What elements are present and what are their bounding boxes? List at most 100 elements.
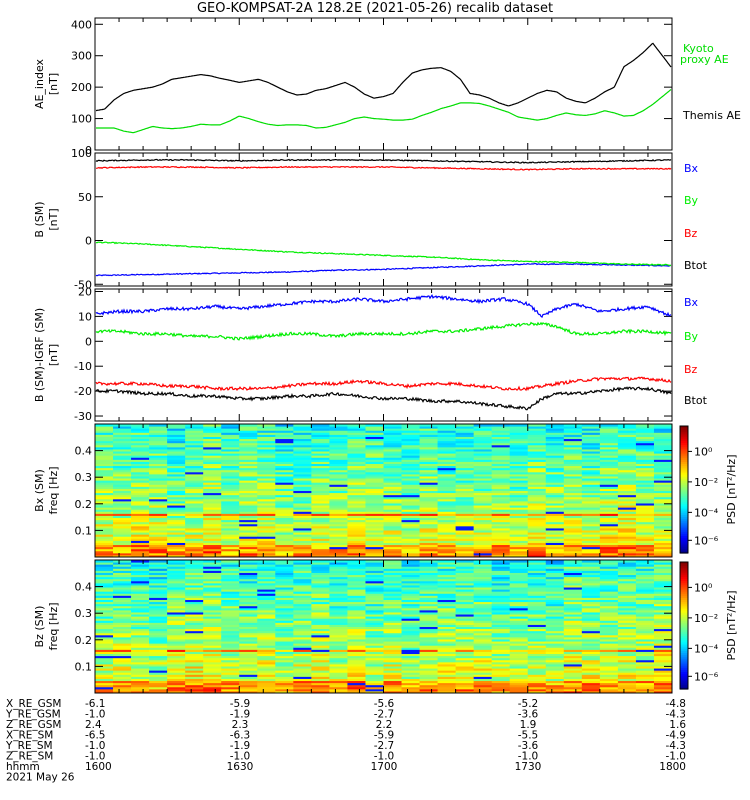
specx-cell xyxy=(275,451,294,454)
specz-cell xyxy=(491,593,511,596)
specx-cell xyxy=(653,488,673,491)
specz-cell xyxy=(95,576,114,580)
specz-cell xyxy=(95,584,114,588)
specx-cell xyxy=(383,538,403,541)
specx-cell xyxy=(545,554,565,558)
specx-cell xyxy=(599,469,619,473)
specz-cell xyxy=(545,659,565,663)
specz-cell xyxy=(113,670,132,673)
specx-cell xyxy=(203,554,222,558)
specx-cell xyxy=(293,428,312,431)
specx-cell xyxy=(617,451,637,454)
specz-cell xyxy=(653,626,673,630)
specx-cell xyxy=(437,426,457,429)
specz-cell xyxy=(221,657,240,661)
specx-cell xyxy=(617,482,637,485)
specx-cell xyxy=(599,529,619,533)
specx-cell xyxy=(581,513,601,516)
specz-cell xyxy=(419,616,439,619)
specz-cell xyxy=(581,618,601,621)
specx-cell xyxy=(95,490,114,494)
specx-cell xyxy=(275,498,294,502)
specz-cell xyxy=(95,568,114,571)
specx-cell xyxy=(257,521,276,525)
specz-cell xyxy=(545,643,565,646)
specz-cell xyxy=(617,593,637,596)
specx-cell xyxy=(383,527,403,531)
specx-cell xyxy=(635,548,655,552)
specx-cell xyxy=(95,471,114,475)
specz-cell xyxy=(293,578,312,582)
specz-colorbar-tick-label: 10⁻⁴ xyxy=(694,642,719,655)
specz-cell xyxy=(347,655,366,659)
specx-cell xyxy=(635,532,655,535)
specx-cell xyxy=(347,455,366,458)
specz-cell xyxy=(527,665,547,669)
specx-cell xyxy=(653,548,673,552)
specz-cell xyxy=(275,614,294,617)
specx-cell xyxy=(455,465,475,469)
specx-cell xyxy=(635,482,655,485)
specx-cell xyxy=(293,486,312,489)
specz-cell xyxy=(653,682,673,686)
specz-cell xyxy=(545,657,565,661)
specz-cell xyxy=(509,599,529,603)
specx-cell xyxy=(491,525,511,529)
specz-cell xyxy=(599,584,619,588)
specx-cell xyxy=(113,451,132,454)
specz-cell xyxy=(617,686,637,690)
specz-cell xyxy=(275,620,294,623)
specz-cell xyxy=(239,638,258,642)
specx-cell xyxy=(293,478,312,481)
specx-cell xyxy=(563,446,583,450)
specz-cell xyxy=(293,663,312,667)
specz-cell xyxy=(527,661,547,665)
specz-cell xyxy=(185,628,204,632)
specx-cell xyxy=(581,525,601,529)
specx-cell xyxy=(455,448,475,452)
specx-cell xyxy=(617,442,637,446)
specx-cell xyxy=(473,442,493,446)
specx-cell xyxy=(419,438,439,442)
specx-cell xyxy=(437,519,457,523)
specz-cell xyxy=(599,591,619,594)
specx-colorbar-cell xyxy=(680,449,688,452)
specz-cell xyxy=(509,661,529,665)
specz-cell xyxy=(401,562,421,565)
specz-cell xyxy=(95,690,114,694)
specx-cell xyxy=(311,480,330,483)
specx-cell xyxy=(329,517,348,521)
specz-cell xyxy=(473,655,493,659)
specz-cell xyxy=(527,587,547,590)
specx-cell xyxy=(653,515,673,519)
specz-cell xyxy=(221,595,240,598)
specx-cell xyxy=(599,424,619,427)
specx-cell xyxy=(437,548,457,552)
specx-cell xyxy=(149,519,168,523)
specz-colorbar-cell xyxy=(680,680,688,684)
specz-cell xyxy=(257,638,276,642)
specz-cell xyxy=(401,641,421,644)
specx-cell xyxy=(95,457,114,460)
specx-cell xyxy=(491,515,511,519)
specx-cell xyxy=(95,486,114,489)
specz-cell xyxy=(311,582,330,586)
specx-cell xyxy=(329,554,348,558)
specx-cell xyxy=(563,451,583,454)
specz-cell xyxy=(203,680,222,684)
specx-cell xyxy=(239,469,258,473)
specz-cell xyxy=(563,576,583,580)
specx-cell xyxy=(203,500,222,504)
specz-cell xyxy=(185,651,204,655)
specz-cell xyxy=(383,595,403,598)
specz-cell xyxy=(311,674,330,677)
specx-cell xyxy=(113,538,132,541)
specx-cell xyxy=(311,513,330,516)
specz-cell xyxy=(599,676,619,679)
specx-cell xyxy=(185,463,204,467)
specz-cell xyxy=(509,630,529,634)
specx-cell xyxy=(527,482,547,485)
specz-cell xyxy=(293,690,312,694)
specx-cell xyxy=(401,475,421,479)
specz-cell xyxy=(257,622,276,625)
